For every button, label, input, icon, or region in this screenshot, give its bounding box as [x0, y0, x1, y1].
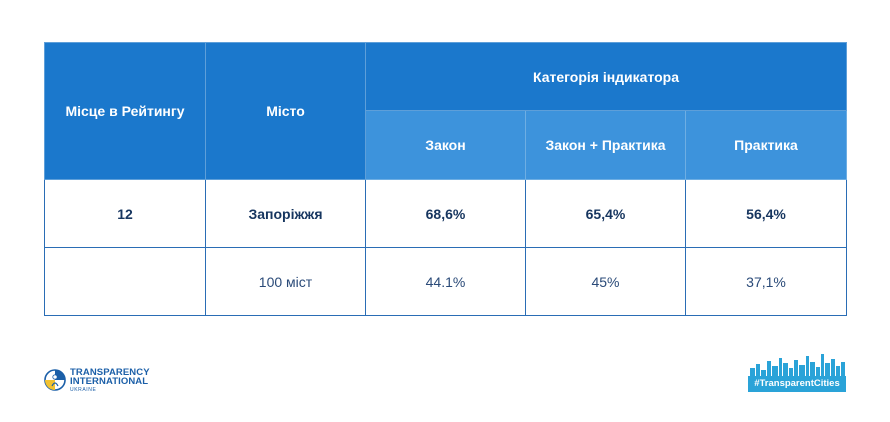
header-law-practice: Закон + Практика: [525, 110, 686, 180]
transparent-cities-label: #TransparentCities: [748, 376, 846, 392]
cell-city: 100 міст: [205, 247, 366, 316]
transparency-international-logo: TRANSPARENCY INTERNATIONAL UKRAINE: [44, 364, 150, 396]
skyline-icon: [750, 354, 845, 378]
rating-table: Місце в Рейтингу Місто Категорія індикат…: [44, 42, 848, 316]
cell-rank: [44, 247, 206, 316]
cell-practice: 37,1%: [684, 247, 848, 316]
transparent-cities-logo: #TransparentCities: [748, 352, 846, 394]
globe-icon: [44, 369, 66, 391]
table-subheader-row: Закон Закон + Практика Практика: [45, 110, 848, 180]
table-header-row: Місце в Рейтингу Місто Категорія індикат…: [44, 42, 848, 180]
table-row: 100 міст 44.1% 45% 37,1%: [44, 247, 848, 316]
ti-logo-line2: INTERNATIONAL: [70, 376, 149, 387]
cell-law-practice: 65,4%: [525, 179, 686, 248]
cell-rank: 12: [44, 179, 206, 248]
header-practice: Практика: [684, 110, 848, 180]
cell-law-practice: 45%: [525, 247, 686, 316]
header-category-group: Категорія індикатора: [364, 42, 848, 111]
cell-practice: 56,4%: [684, 179, 848, 248]
cell-law: 44.1%: [365, 247, 526, 316]
header-rank: Місце в Рейтингу: [44, 42, 206, 180]
table-row: 12 Запоріжжя 68,6% 65,4% 56,4%: [44, 179, 848, 248]
ti-logo-line1: TRANSPARENCY: [70, 366, 150, 378]
header-law: Закон: [365, 110, 526, 180]
ti-logo-line3: UKRAINE: [70, 386, 97, 393]
cell-city: Запоріжжя: [205, 179, 366, 248]
header-city: Місто: [205, 42, 366, 180]
cell-law: 68,6%: [365, 179, 526, 248]
